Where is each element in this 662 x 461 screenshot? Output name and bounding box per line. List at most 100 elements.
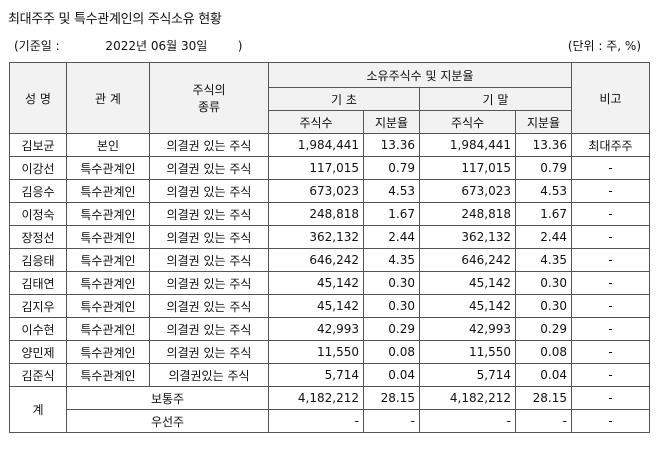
cell-end-shares: 673,023	[419, 179, 516, 203]
total-common-end-ratio: 28.15	[515, 386, 572, 410]
cell-begin-shares: 248,818	[268, 202, 364, 226]
total-common-end-shares: 4,182,212	[419, 386, 516, 410]
cell-note: 최대주주	[571, 133, 650, 157]
cell-begin-shares: 45,142	[268, 294, 364, 318]
cell-begin-ratio: 0.79	[363, 156, 420, 180]
cell-begin-ratio: 2.44	[363, 225, 420, 249]
table-body: 김보균 본인 의결권 있는 주식 1,984,441 13.36 1,984,441 13.…	[9, 133, 650, 387]
shareholding-table: 성 명 관 계 주식의 종류 소유주식수 및 지분율 비고 기 초 기 말 주식…	[9, 62, 650, 433]
header-name: 성 명	[9, 62, 67, 134]
cell-end-ratio: 0.79	[515, 156, 572, 180]
cell-name: 장정선	[9, 225, 67, 249]
cell-end-shares: 1,984,441	[419, 133, 516, 157]
table-row: 김준식 특수관계인 의결권있는 주식 5,714 0.04 5,714 0.04-	[9, 363, 650, 387]
cell-end-ratio: 0.29	[515, 317, 572, 341]
total-row-preferred: 우선주 - - - - -	[10, 409, 650, 433]
total-preferred-end-ratio: -	[515, 409, 572, 433]
cell-note: -	[571, 294, 650, 318]
cell-end-ratio: 2.44	[515, 225, 572, 249]
header-ending: 기 말	[419, 87, 572, 111]
header-note: 비고	[571, 62, 650, 134]
cell-note: -	[571, 340, 650, 364]
cell-begin-ratio: 13.36	[363, 133, 420, 157]
cell-begin-shares: 1,984,441	[268, 133, 364, 157]
cell-name: 김준식	[9, 363, 67, 387]
page-title: 최대주주 및 특수관계인의 주식소유 현황	[8, 12, 222, 27]
cell-relation: 특수관계인	[66, 363, 150, 387]
cell-stock-type: 의결권 있는 주식	[149, 133, 269, 157]
cell-begin-ratio: 0.29	[363, 317, 420, 341]
header-relation: 관 계	[66, 62, 150, 134]
cell-relation: 특수관계인	[66, 294, 150, 318]
total-common-type: 보통주	[66, 386, 269, 410]
cell-relation: 특수관계인	[66, 156, 150, 180]
header-end-shares: 주식수	[419, 110, 516, 134]
header-begin-shares: 주식수	[268, 110, 364, 134]
cell-relation: 특수관계인	[66, 179, 150, 203]
cell-name: 김태연	[9, 271, 67, 295]
cell-relation: 특수관계인	[66, 340, 150, 364]
total-common-begin-shares: 4,182,212	[268, 386, 364, 410]
cell-note: -	[571, 317, 650, 341]
cell-name: 김응수	[9, 179, 67, 203]
cell-note: -	[571, 179, 650, 203]
total-row-common: 계 보통주 4,182,212 28.15 4,182,212 28.15 -	[9, 386, 650, 433]
cell-stock-type: 의결권 있는 주식	[149, 317, 269, 341]
cell-begin-shares: 45,142	[268, 271, 364, 295]
base-date: (기준일 : 2022년 06월 30일 )	[14, 39, 243, 53]
cell-end-ratio: 0.30	[515, 294, 572, 318]
cell-relation: 특수관계인	[66, 317, 150, 341]
cell-relation: 특수관계인	[66, 271, 150, 295]
cell-end-ratio: 0.04	[515, 363, 572, 387]
cell-begin-shares: 42,993	[268, 317, 364, 341]
cell-note: -	[571, 271, 650, 295]
cell-end-ratio: 0.30	[515, 271, 572, 295]
cell-begin-shares: 673,023	[268, 179, 364, 203]
cell-name: 김응태	[9, 248, 67, 272]
table-meta: (기준일 : 2022년 06월 30일 ) (단위 : 주, %)	[8, 37, 654, 53]
cell-name: 이정숙	[9, 202, 67, 226]
cell-stock-type: 의결권있는 주식	[149, 363, 269, 387]
cell-stock-type: 의결권 있는 주식	[149, 340, 269, 364]
table-row: 김지우 특수관계인 의결권 있는 주식 45,142 0.30 45,142 0.30-	[9, 294, 650, 318]
table-total: 계 보통주 4,182,212 28.15 4,182,212 28.15 - …	[9, 386, 650, 433]
cell-stock-type: 의결권 있는 주식	[149, 294, 269, 318]
total-preferred-type: 우선주	[66, 409, 269, 433]
header-beginning: 기 초	[268, 87, 420, 111]
total-preferred-end-shares: -	[419, 409, 516, 433]
cell-begin-shares: 117,015	[268, 156, 364, 180]
header-ownership: 소유주식수 및 지분율	[268, 62, 572, 88]
cell-note: -	[571, 225, 650, 249]
cell-begin-ratio: 4.35	[363, 248, 420, 272]
cell-end-shares: 5,714	[419, 363, 516, 387]
cell-stock-type: 의결권 있는 주식	[149, 202, 269, 226]
cell-begin-shares: 646,242	[268, 248, 364, 272]
table-row: 김응수 특수관계인 의결권 있는 주식 673,023 4.53 673,023 4.53-	[9, 179, 650, 203]
cell-stock-type: 의결권 있는 주식	[149, 179, 269, 203]
cell-stock-type: 의결권 있는 주식	[149, 156, 269, 180]
cell-begin-shares: 5,714	[268, 363, 364, 387]
total-preferred-begin-shares: -	[268, 409, 364, 433]
total-preferred-note: -	[571, 409, 650, 433]
table-row: 김응태 특수관계인 의결권 있는 주식 646,242 4.35 646,242 4.35-	[9, 248, 650, 272]
cell-name: 김보균	[9, 133, 67, 157]
table-row: 이강선 특수관계인 의결권 있는 주식 117,015 0.79 117,015 0.79-	[9, 156, 650, 180]
cell-begin-ratio: 1.67	[363, 202, 420, 226]
cell-begin-ratio: 0.08	[363, 340, 420, 364]
total-label: 계	[9, 386, 67, 433]
cell-name: 양민제	[9, 340, 67, 364]
cell-note: -	[571, 248, 650, 272]
cell-name: 김지우	[9, 294, 67, 318]
total-common-begin-ratio: 28.15	[363, 386, 420, 410]
cell-stock-type: 의결권 있는 주식	[149, 271, 269, 295]
cell-relation: 특수관계인	[66, 225, 150, 249]
cell-name: 이수현	[9, 317, 67, 341]
table-row: 양민제 특수관계인 의결권 있는 주식 11,550 0.08 11,550 0.08-	[9, 340, 650, 364]
cell-end-shares: 45,142	[419, 271, 516, 295]
cell-end-shares: 362,132	[419, 225, 516, 249]
header-stock-type-line2: 종류	[197, 100, 221, 114]
cell-begin-ratio: 0.30	[363, 271, 420, 295]
cell-begin-shares: 11,550	[268, 340, 364, 364]
total-common-note: -	[571, 386, 650, 410]
cell-end-ratio: 13.36	[515, 133, 572, 157]
